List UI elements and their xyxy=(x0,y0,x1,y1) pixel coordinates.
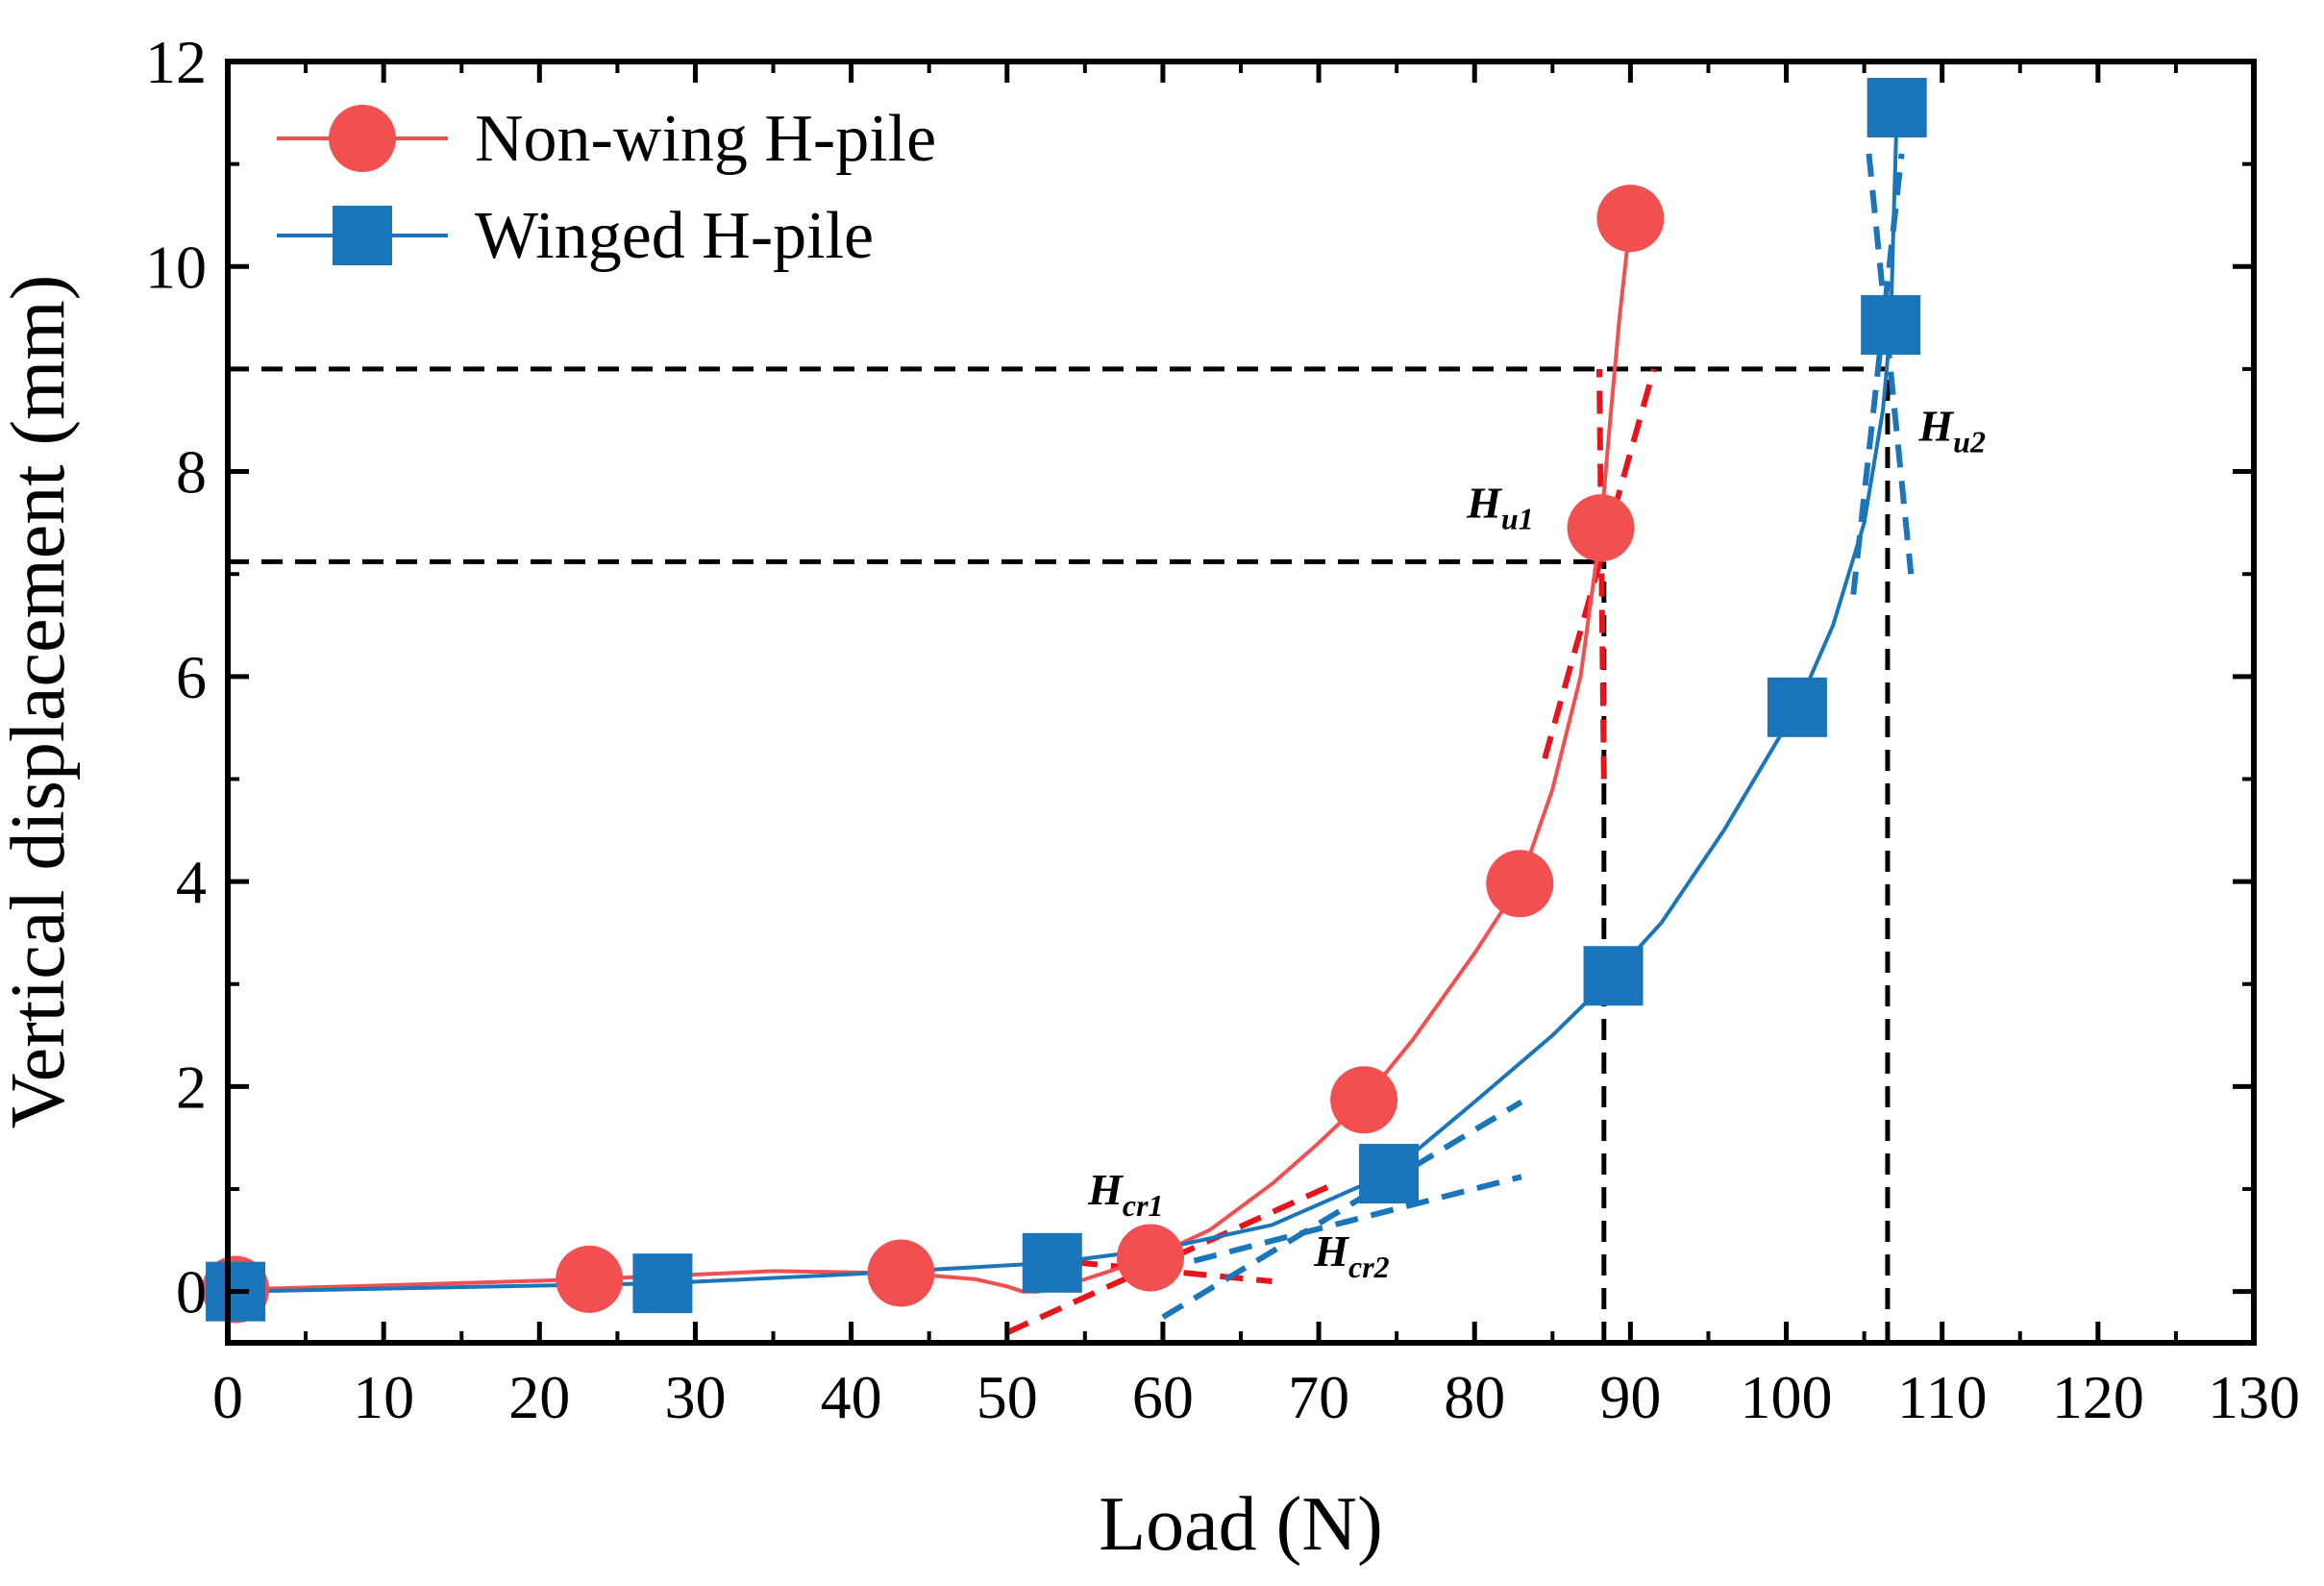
x-tick-label-6: 60 xyxy=(1132,1363,1194,1431)
tangent-line-2 xyxy=(1542,368,1657,759)
x-tick-label-2: 20 xyxy=(508,1363,570,1431)
tangent-line-4 xyxy=(1161,1099,1523,1320)
annotation-u2: Hu2 xyxy=(1917,402,1986,459)
non-wing-point-3 xyxy=(1116,1224,1184,1292)
x-tick-label-8: 80 xyxy=(1444,1363,1505,1431)
legend-marker-winged xyxy=(333,206,392,265)
legend-label-non-wing: Non-wing H-pile xyxy=(475,102,936,176)
annotation-sub-0: u1 xyxy=(1501,502,1534,536)
x-tick-label-5: 50 xyxy=(977,1363,1038,1431)
tangent-line-3 xyxy=(1595,368,1607,780)
non-wing-point-6 xyxy=(1567,494,1635,562)
winged-point-7 xyxy=(1867,77,1927,137)
winged-point-4 xyxy=(1583,946,1644,1006)
annotation-sub-2: cr1 xyxy=(1123,1188,1164,1223)
annotation-u1: Hu1 xyxy=(1466,479,1534,536)
x-tick-label-4: 40 xyxy=(821,1363,882,1431)
annotation-sub-1: u2 xyxy=(1953,425,1986,459)
legend-marker-non-wing xyxy=(329,105,396,172)
series-layer xyxy=(202,77,1927,1324)
x-axis-title: Load (N) xyxy=(1099,1482,1382,1567)
winged-point-2 xyxy=(1022,1232,1082,1293)
x-tick-label-12: 120 xyxy=(2052,1363,2144,1431)
annotation-cr1: Hcr1 xyxy=(1087,1165,1163,1223)
y-tick-label-4: 8 xyxy=(176,438,207,507)
x-tick-label-3: 30 xyxy=(664,1363,726,1431)
tangent-line-5 xyxy=(1193,1174,1522,1264)
x-tick-label-0: 0 xyxy=(212,1363,243,1431)
annotation-main-1: H xyxy=(1917,402,1954,451)
series-line-winged xyxy=(235,107,1899,1294)
winged-point-1 xyxy=(632,1253,693,1314)
x-tick-label-10: 100 xyxy=(1741,1363,1833,1431)
axis-ticks xyxy=(225,59,2257,1343)
non-wing-point-7 xyxy=(1596,185,1665,253)
x-tick-label-1: 10 xyxy=(353,1363,414,1431)
tick-labels: 0 10 20 30 40 50 60 70 80 90 100 110 120 130 0 2 4 6 8 10 12 xyxy=(145,28,2300,1431)
x-tick-label-7: 70 xyxy=(1288,1363,1349,1431)
annotation-main-0: H xyxy=(1466,479,1502,528)
tangent-line-0 xyxy=(1005,1180,1336,1336)
legend: Non-wing H-pile Winged H-pile xyxy=(277,102,936,273)
annotation-cr2: Hcr2 xyxy=(1313,1227,1389,1284)
x-tick-label-9: 90 xyxy=(1599,1363,1661,1431)
reference-lines xyxy=(228,366,1891,1343)
non-wing-point-5 xyxy=(1486,850,1554,918)
series-line-non-wing xyxy=(235,217,1633,1294)
y-axis-title: Vertical displacement (mm) xyxy=(0,275,81,1129)
y-tick-label-5: 10 xyxy=(145,233,207,301)
winged-point-6 xyxy=(1861,295,1921,356)
annotation-main-2: H xyxy=(1087,1165,1124,1214)
non-wing-point-2 xyxy=(867,1239,935,1307)
y-tick-label-1: 2 xyxy=(176,1053,207,1121)
tangent-line-7 xyxy=(1866,153,1915,575)
legend-label-winged: Winged H-pile xyxy=(475,199,874,273)
y-tick-label-6: 12 xyxy=(145,28,207,96)
winged-point-5 xyxy=(1767,677,1827,737)
y-tick-label-3: 6 xyxy=(176,643,207,711)
x-tick-label-13: 130 xyxy=(2208,1363,2300,1431)
y-tick-label-0: 0 xyxy=(176,1258,207,1326)
winged-point-3 xyxy=(1359,1144,1420,1204)
non-wing-point-4 xyxy=(1330,1066,1398,1134)
annotation-main-3: H xyxy=(1313,1227,1349,1276)
non-wing-point-1 xyxy=(556,1245,624,1313)
y-tick-label-2: 4 xyxy=(176,848,207,916)
x-tick-label-11: 110 xyxy=(1897,1363,1988,1431)
annotation-sub-3: cr2 xyxy=(1348,1250,1390,1284)
